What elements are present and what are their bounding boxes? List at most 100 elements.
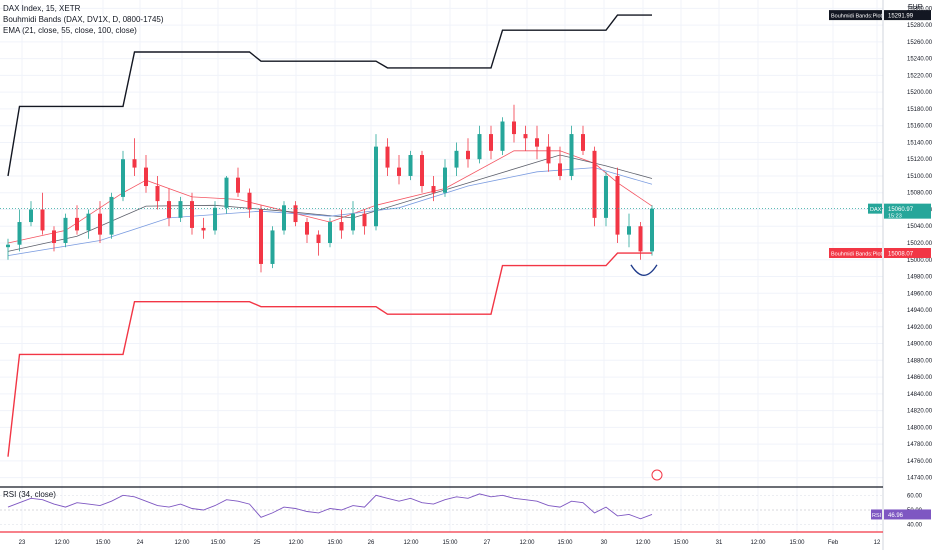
candle-body xyxy=(213,207,217,231)
candle-body xyxy=(52,230,56,243)
candle-body xyxy=(17,222,22,245)
y-tick-label: 15220.00 xyxy=(907,73,932,79)
candle-body xyxy=(615,175,620,235)
x-tick-label: 23 xyxy=(19,540,26,546)
x-tick-label: 27 xyxy=(484,540,491,546)
price-tag-name: DAX xyxy=(870,207,882,213)
x-tick-label: 12:00 xyxy=(519,540,535,546)
candle-body xyxy=(512,121,516,135)
y-tick-label: 14800.00 xyxy=(907,425,932,431)
x-tick-label: 15:00 xyxy=(327,540,343,546)
rsi-tag-name-box xyxy=(871,509,882,520)
candle-body xyxy=(489,134,493,151)
candle-body xyxy=(190,201,194,228)
x-tick-label: 12:00 xyxy=(635,540,651,546)
candle-body xyxy=(167,201,171,218)
price-tag-name: Bouhmidi Bands:Plot xyxy=(831,14,883,20)
candle-body xyxy=(454,150,459,168)
candle-body xyxy=(592,150,597,218)
y-tick-label: 15280.00 xyxy=(907,23,932,29)
candle-body xyxy=(466,150,470,160)
y-tick-label: 14880.00 xyxy=(907,358,932,364)
candle-body xyxy=(397,167,401,176)
x-tick-label: 26 xyxy=(368,540,375,546)
x-tick-label: 15:00 xyxy=(557,540,573,546)
x-tick-label: 30 xyxy=(601,540,608,546)
candle-body xyxy=(75,217,79,231)
x-tick-label: 15:00 xyxy=(210,540,226,546)
y-tick-label: 14760.00 xyxy=(907,459,932,465)
price-tag-name-box xyxy=(829,10,882,21)
y-tick-label: 14940.00 xyxy=(907,308,932,314)
candle-body xyxy=(581,134,585,151)
y-tick-label: 14920.00 xyxy=(907,325,932,331)
y-tick-label: 15140.00 xyxy=(907,140,932,146)
price-tag-value: 15291.99 xyxy=(888,14,914,20)
candle-body xyxy=(155,186,160,202)
candle-body xyxy=(178,201,183,218)
price-tag-value: 15008.07 xyxy=(888,251,914,257)
candle-body xyxy=(236,177,240,193)
x-tick-label: 31 xyxy=(716,540,723,546)
candle-body xyxy=(29,209,33,223)
candle-body xyxy=(6,244,10,248)
bands-indicator-label: Bouhmidi Bands (DAX, DV1X, D, 0800-1745) xyxy=(3,15,164,24)
candle-body xyxy=(408,155,413,176)
x-tick-label: 12:00 xyxy=(750,540,766,546)
x-tick-label: 12:00 xyxy=(174,540,190,546)
rsi-tick-label: 40.00 xyxy=(907,523,923,529)
y-tick-label: 14980.00 xyxy=(907,275,932,281)
candle-body xyxy=(627,226,631,235)
x-tick-label: 15:00 xyxy=(95,540,111,546)
candle-body xyxy=(201,227,206,231)
candle-body xyxy=(40,209,45,231)
y-tick-label: 14960.00 xyxy=(907,291,932,297)
y-tick-label: 14740.00 xyxy=(907,476,932,482)
y-tick-label: 14900.00 xyxy=(907,342,932,348)
candle-body xyxy=(121,159,125,197)
candle-body xyxy=(86,213,91,231)
y-tick-label: 15120.00 xyxy=(907,157,932,163)
candle-body xyxy=(132,159,137,168)
x-tick-label: 12:00 xyxy=(288,540,304,546)
candle-body xyxy=(247,192,252,210)
x-tick-label: Feb xyxy=(828,540,839,546)
candle-body xyxy=(63,217,68,243)
candle-body xyxy=(523,134,528,139)
rsi-tag-value: 46.96 xyxy=(888,513,904,519)
price-tag-name-box xyxy=(829,247,882,258)
candle-body xyxy=(305,222,309,235)
x-tick-label: 12 xyxy=(874,540,881,546)
candle-body xyxy=(224,177,229,208)
candle-body xyxy=(351,213,355,231)
candle-body xyxy=(431,186,436,193)
upper-band-line xyxy=(7,14,652,177)
price-tag-value: 15060.97 xyxy=(888,207,914,213)
y-tick-label: 14780.00 xyxy=(907,442,932,448)
price-tag-value-box xyxy=(884,247,931,258)
x-tick-label: 15:00 xyxy=(442,540,458,546)
chart-legend: DAX Index, 15, XETR Bouhmidi Bands (DAX,… xyxy=(3,3,164,36)
candle-body xyxy=(98,213,102,235)
candle-body xyxy=(144,167,148,187)
candle-body xyxy=(443,167,447,193)
rsi-tag-name: RSI xyxy=(872,513,882,519)
x-tick-label: 12:00 xyxy=(54,540,70,546)
y-tick-label: 15040.00 xyxy=(907,224,932,230)
y-tick-label: 14860.00 xyxy=(907,375,932,381)
x-tick-label: 12:00 xyxy=(403,540,419,546)
y-tick-label: 15020.00 xyxy=(907,241,932,247)
rsi-line xyxy=(7,493,653,520)
y-tick-label: 15000.00 xyxy=(907,258,932,264)
y-tick-label: 15080.00 xyxy=(907,191,932,197)
y-tick-label: 15300.00 xyxy=(907,6,932,12)
x-tick-label: 24 xyxy=(137,540,144,546)
candle-body xyxy=(339,222,344,231)
candle-body xyxy=(328,222,332,243)
price-tag-name: Bouhmidi Bands:Plot xyxy=(831,251,883,257)
symbol-title: DAX Index, 15, XETR xyxy=(3,4,81,13)
candle-body xyxy=(546,146,551,164)
candle-body xyxy=(558,163,562,176)
